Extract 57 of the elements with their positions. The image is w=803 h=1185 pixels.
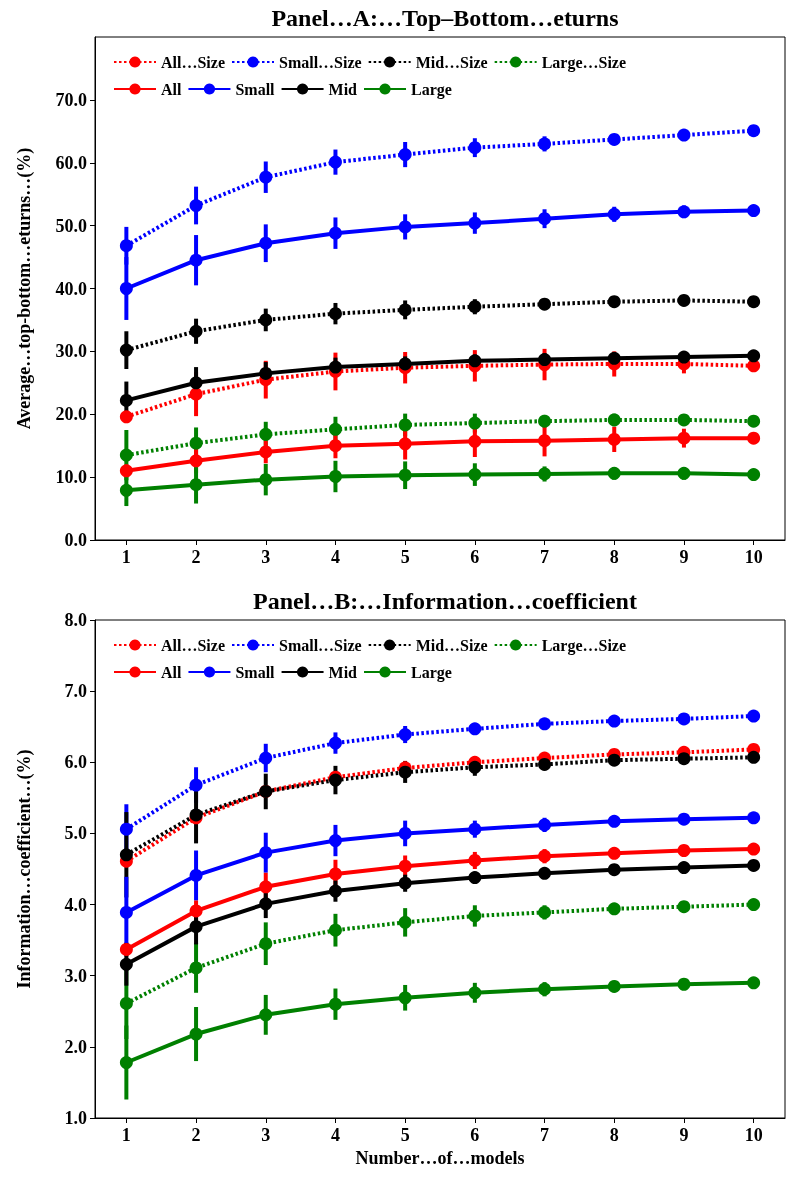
x-tick-label: 10: [744, 547, 763, 567]
y-tick-label: 4.0: [64, 894, 87, 915]
y-axis-title: Information…coefficient…(%): [14, 749, 35, 989]
y-tick-label: 20.0: [55, 404, 87, 425]
legend-label: All: [161, 663, 182, 681]
y-tick-label: 30.0: [55, 341, 87, 362]
legend-label: All…Size: [161, 636, 225, 654]
x-tick-label: 8: [609, 547, 619, 567]
y-tick-label: 50.0: [55, 215, 87, 236]
x-tick-label: 7: [540, 547, 550, 567]
x-tick-label: 6: [470, 547, 480, 567]
legend-label: Mid: [328, 663, 358, 681]
y-tick-label: 7.0: [64, 681, 87, 702]
x-tick-label: 7: [540, 1125, 550, 1145]
legend-label: Small…Size: [278, 636, 362, 654]
y-tick-label: 2.0: [64, 1036, 87, 1057]
chart-title: Panel…B:…Information…coefficient: [253, 588, 637, 614]
legend-label: Mid…Size: [415, 53, 488, 71]
legend-label: Large…Size: [541, 636, 627, 655]
legend-label: Small: [235, 80, 276, 98]
legend-label: Large: [411, 80, 452, 99]
legend-label: Small: [235, 663, 276, 681]
x-tick-label: 2: [191, 547, 201, 567]
y-axis-title: Average…top-bottom…eturns…(%): [14, 147, 35, 430]
x-tick-label: 8: [609, 1125, 619, 1145]
x-tick-label: 5: [400, 1125, 410, 1145]
x-tick-label: 4: [330, 547, 340, 567]
y-tick-label: 70.0: [55, 89, 87, 110]
y-tick-label: 0.0: [64, 530, 87, 550]
legend-label: All…Size: [161, 53, 225, 71]
y-tick-label: 5.0: [64, 823, 87, 844]
x-tick-label: 10: [744, 1125, 763, 1145]
y-tick-label: 10.0: [55, 467, 87, 488]
y-tick-label: 3.0: [64, 965, 87, 986]
x-tick-label: 9: [679, 1125, 689, 1145]
legend-label: Large…Size: [541, 53, 627, 72]
legend-label: Mid: [328, 80, 358, 98]
legend-label: All: [161, 80, 182, 98]
legend-label: Small…Size: [278, 53, 362, 71]
y-tick-label: 8.0: [64, 610, 87, 630]
x-tick-label: 9: [679, 547, 689, 567]
legend-label: Mid…Size: [415, 636, 488, 654]
x-tick-label: 4: [330, 1125, 340, 1145]
chart-title: Panel…A:…Top–Bottom…eturns: [271, 5, 619, 31]
x-tick-label: 3: [261, 547, 271, 567]
y-tick-label: 6.0: [64, 752, 87, 773]
y-tick-label: 40.0: [55, 278, 87, 299]
x-tick-label: 6: [470, 1125, 480, 1145]
x-tick-label: 1: [121, 547, 131, 567]
y-tick-label: 1.0: [64, 1108, 87, 1128]
x-tick-label: 1: [121, 1125, 131, 1145]
legend-label: Large: [411, 663, 452, 682]
y-tick-label: 60.0: [55, 152, 87, 173]
x-tick-label: 3: [261, 1125, 271, 1145]
x-tick-label: 5: [400, 547, 410, 567]
x-tick-label: 2: [191, 1125, 201, 1145]
x-axis-title: Number…of…models: [355, 1147, 525, 1168]
